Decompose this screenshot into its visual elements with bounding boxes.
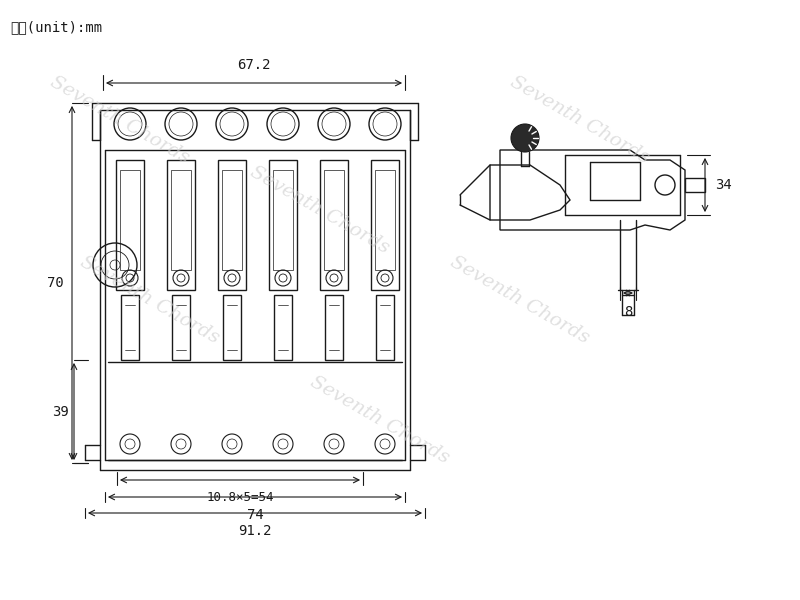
Bar [222, 170, 242, 270]
Bar [223, 295, 241, 360]
Bar [273, 170, 293, 270]
Text: Seventh Chords: Seventh Chords [507, 73, 653, 167]
Bar [320, 160, 348, 290]
Text: 10.8×5=54: 10.8×5=54 [206, 491, 274, 504]
Bar [324, 170, 344, 270]
Bar [376, 295, 394, 360]
Bar [375, 170, 395, 270]
Text: 8: 8 [624, 305, 632, 319]
Circle shape [511, 124, 539, 152]
Text: 74: 74 [246, 508, 263, 522]
Bar [171, 170, 191, 270]
Text: 单位(unit):mm: 单位(unit):mm [10, 20, 102, 34]
Text: Seventh Chords: Seventh Chords [307, 373, 453, 467]
Text: 91.2: 91.2 [238, 524, 272, 538]
Bar [269, 160, 297, 290]
Text: 70: 70 [46, 276, 63, 290]
Text: 34: 34 [715, 178, 732, 192]
Bar [274, 295, 292, 360]
Bar [116, 160, 144, 290]
Text: Seventh Chords: Seventh Chords [247, 163, 393, 257]
Bar [218, 160, 246, 290]
Text: 67.2: 67.2 [238, 58, 270, 72]
Text: Seventh Chords: Seventh Chords [47, 73, 193, 167]
Bar [120, 170, 140, 270]
Bar [371, 160, 399, 290]
Bar [167, 160, 195, 290]
Bar [685, 178, 705, 192]
Bar [325, 295, 343, 360]
Bar [172, 295, 190, 360]
Text: Seventh Chords: Seventh Chords [447, 253, 593, 347]
Text: 39: 39 [52, 405, 68, 419]
Text: Seventh Chords: Seventh Chords [78, 253, 222, 347]
Bar [121, 295, 139, 360]
